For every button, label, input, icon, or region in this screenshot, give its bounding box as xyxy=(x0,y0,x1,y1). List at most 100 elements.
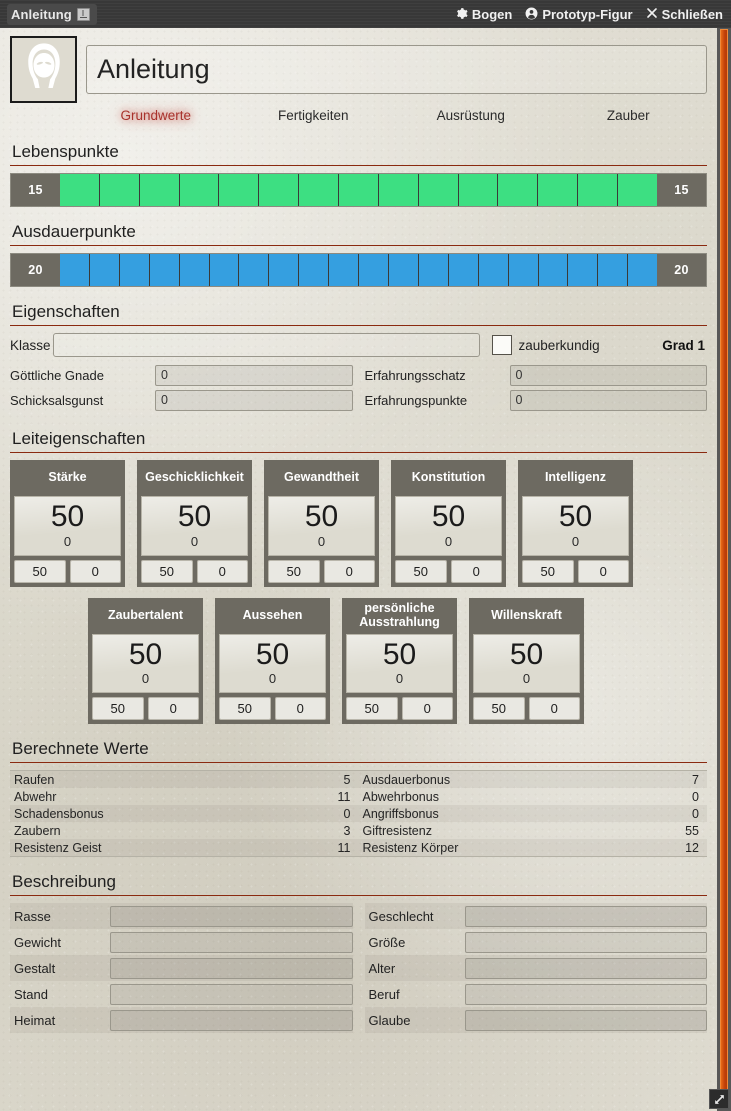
point-segment[interactable] xyxy=(568,254,599,286)
beschreibung-input[interactable] xyxy=(110,983,353,1005)
eigenschaft-input[interactable]: 0 xyxy=(509,389,707,411)
tab-ausruestung[interactable]: Ausrüstung xyxy=(392,106,550,127)
point-segment[interactable] xyxy=(329,254,360,286)
beschreibung-row: Beruf xyxy=(365,981,707,1007)
point-segment[interactable] xyxy=(99,174,140,206)
beschreibung-input[interactable] xyxy=(464,957,707,979)
attribute-base-input[interactable]: 50 xyxy=(522,559,574,583)
point-segment[interactable] xyxy=(149,254,180,286)
tab-fertigkeiten-label: Fertigkeiten xyxy=(277,108,349,123)
attribute-base-input[interactable]: 50 xyxy=(141,559,193,583)
beschreibung-input[interactable] xyxy=(110,931,353,953)
attribute-base-input[interactable]: 50 xyxy=(14,559,66,583)
prototyp-figur-button[interactable]: Prototyp-Figur xyxy=(525,6,633,22)
ausdauerpunkte-segments[interactable] xyxy=(60,254,658,286)
lebenspunkte-bar[interactable]: 15 15 xyxy=(10,173,707,207)
attribute-bonus-input[interactable]: 0 xyxy=(528,697,580,720)
eigenschaften-fields: Göttliche Gnade 0 Erfahrungsschatz 0 Schicks… xyxy=(10,364,707,414)
beschreibung-input[interactable] xyxy=(464,931,707,953)
attribute-total: 50 xyxy=(255,637,290,671)
point-segment[interactable] xyxy=(538,254,569,286)
tab-grundwerte[interactable]: Grundwerte xyxy=(77,106,235,127)
beschreibung-input[interactable] xyxy=(110,1009,353,1031)
point-segment[interactable] xyxy=(618,174,657,206)
attribute-bonus-input[interactable]: 0 xyxy=(69,559,121,583)
close-button[interactable]: Schließen xyxy=(646,7,723,22)
character-sheet-scroll-area: Anleitung Grundwerte Fertigkeiten Ausrüs… xyxy=(0,28,731,1111)
lebenspunkte-segments[interactable] xyxy=(60,174,657,206)
beschreibung-label: Gestalt xyxy=(14,960,56,976)
point-segment[interactable] xyxy=(179,254,210,286)
eigenschaft-input[interactable]: 0 xyxy=(509,364,707,386)
attribute-base-input[interactable]: 50 xyxy=(346,697,398,720)
point-segment[interactable] xyxy=(578,174,619,206)
attribute-bonus-input[interactable]: 0 xyxy=(274,697,326,720)
attribute-base-input[interactable]: 50 xyxy=(395,559,447,583)
attribute-card-title: Geschicklichkeit xyxy=(145,470,244,485)
attribute-bonus-input[interactable]: 0 xyxy=(147,697,199,720)
point-segment[interactable] xyxy=(60,254,90,286)
point-segment[interactable] xyxy=(209,254,240,286)
point-segment[interactable] xyxy=(139,174,180,206)
calc-label: Giftresistenz xyxy=(362,823,432,838)
bogen-button[interactable]: Bogen xyxy=(455,7,512,22)
beschreibung-input[interactable] xyxy=(464,983,707,1005)
beschreibung-input[interactable] xyxy=(110,905,353,927)
tab-zauber[interactable]: Zauber xyxy=(550,106,708,127)
eigenschaft-input[interactable]: 0 xyxy=(155,364,353,386)
point-segment[interactable] xyxy=(269,254,300,286)
attribute-card-body: 50 0 xyxy=(522,496,629,556)
prototyp-figur-label: Prototyp-Figur xyxy=(542,6,633,22)
point-segment[interactable] xyxy=(259,174,300,206)
attribute-bonus-input[interactable]: 0 xyxy=(577,559,629,583)
zauberkundig-checkbox[interactable] xyxy=(491,335,512,355)
attribute-base-input[interactable]: 50 xyxy=(268,559,320,583)
vertical-scrollbar[interactable] xyxy=(717,28,731,1111)
point-segment[interactable] xyxy=(418,254,449,286)
beschreibung-input[interactable] xyxy=(464,1009,707,1031)
attribute-base-input[interactable]: 50 xyxy=(92,697,144,720)
attribute-bonus-input[interactable]: 0 xyxy=(401,697,453,720)
point-segment[interactable] xyxy=(239,254,270,286)
point-segment[interactable] xyxy=(388,254,419,286)
lebenspunkte-right-value: 15 xyxy=(657,174,706,206)
avatar[interactable] xyxy=(10,36,77,103)
attribute-bonus-input[interactable]: 0 xyxy=(450,559,502,583)
point-segment[interactable] xyxy=(89,254,120,286)
beschreibung-input[interactable] xyxy=(110,957,353,979)
attribute-base-input[interactable]: 50 xyxy=(219,697,271,720)
beschreibung-input[interactable] xyxy=(464,905,707,927)
attribute-bonus-input[interactable]: 0 xyxy=(323,559,375,583)
point-segment[interactable] xyxy=(339,174,379,206)
eigenschaft-input[interactable]: 0 xyxy=(155,389,353,411)
point-segment[interactable] xyxy=(598,254,629,286)
character-name-input[interactable]: Anleitung xyxy=(86,45,707,94)
point-segment[interactable] xyxy=(299,254,330,286)
point-segment[interactable] xyxy=(478,254,509,286)
tab-fertigkeiten[interactable]: Fertigkeiten xyxy=(235,106,393,127)
point-segment[interactable] xyxy=(219,174,260,206)
point-segment[interactable] xyxy=(498,174,539,206)
point-segment[interactable] xyxy=(60,174,100,206)
point-segment[interactable] xyxy=(538,174,579,206)
point-segment[interactable] xyxy=(508,254,539,286)
zauberkundig-label: zauberkundig xyxy=(518,337,600,353)
window-tab-anleitung[interactable]: Anleitung xyxy=(7,3,97,25)
section-eigenschaften: Eigenschaften Klasse zauberkundig Grad 1… xyxy=(10,296,707,414)
point-segment[interactable] xyxy=(448,254,479,286)
attribute-bonus-input[interactable]: 0 xyxy=(196,559,248,583)
calc-cell: Angriffsbonus 0 xyxy=(359,805,708,822)
resize-handle-icon[interactable] xyxy=(709,1089,729,1109)
point-segment[interactable] xyxy=(458,174,499,206)
point-segment[interactable] xyxy=(628,254,658,286)
point-segment[interactable] xyxy=(378,174,419,206)
attribute-base-input[interactable]: 50 xyxy=(473,697,525,720)
klasse-input[interactable] xyxy=(52,333,480,357)
point-segment[interactable] xyxy=(418,174,459,206)
point-segment[interactable] xyxy=(179,174,220,206)
point-segment[interactable] xyxy=(359,254,389,286)
point-segment[interactable] xyxy=(119,254,150,286)
ausdauerpunkte-bar[interactable]: 20 20 xyxy=(10,253,707,287)
scrollbar-thumb[interactable] xyxy=(720,29,728,1105)
point-segment[interactable] xyxy=(299,174,340,206)
